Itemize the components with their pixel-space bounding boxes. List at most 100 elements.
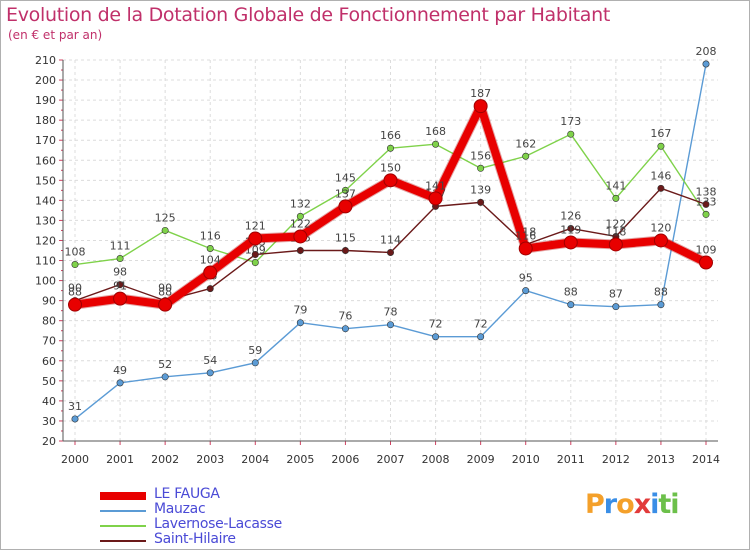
data-label: 88 [68,286,82,299]
data-label: 119 [560,223,581,236]
data-label: 122 [290,217,311,230]
data-point [432,333,440,341]
x-tick-label: 2010 [512,453,540,466]
data-label: 52 [158,358,172,371]
data-point [657,184,665,192]
data-label: 167 [650,127,671,140]
y-tick-label: 30 [42,415,56,428]
data-label: 31 [68,400,82,413]
data-label: 111 [110,240,131,253]
x-tick-label: 2004 [241,453,269,466]
data-point [116,281,124,289]
x-tick-label: 2011 [557,453,585,466]
data-label: 108 [65,246,86,259]
data-point [116,379,124,387]
x-tick-label: 2000 [61,453,89,466]
data-point [657,301,665,309]
data-point [206,285,214,293]
data-label: 118 [605,225,626,238]
y-tick-label: 80 [42,315,56,328]
y-tick-label: 50 [42,375,56,388]
data-point [251,359,259,367]
x-tick-label: 2009 [467,453,495,466]
y-tick-label: 90 [42,295,56,308]
data-point [428,191,443,206]
data-point [296,247,304,255]
data-label: 173 [560,115,581,128]
data-point [522,287,530,295]
data-point [563,235,578,250]
data-point [68,297,82,312]
x-tick-label: 2006 [331,453,359,466]
data-point [386,144,394,152]
x-tick-label: 2012 [602,453,630,466]
legend-label: Saint-Hilaire [154,531,236,547]
data-label: 95 [519,272,533,285]
legend-label: Mauzac [154,501,206,517]
data-label: 90 [158,282,172,295]
data-point [293,229,308,244]
y-tick-label: 20 [42,435,56,448]
data-label: 146 [650,169,671,182]
legend-swatch [100,540,146,542]
data-point [567,130,575,138]
data-label: 145 [335,171,356,184]
legend-swatch [100,492,146,500]
data-label: 139 [470,183,491,196]
data-point [116,255,124,263]
data-point [383,173,398,188]
data-label: 114 [380,234,401,247]
data-label: 156 [470,149,491,162]
legend-label: Lavernose-Lacasse [154,516,282,532]
data-point [608,237,623,252]
data-label: 91 [113,280,127,293]
data-point [341,325,349,333]
data-label: 72 [474,318,488,331]
data-label: 125 [155,211,176,224]
y-tick-label: 140 [35,194,56,207]
data-label: 162 [515,137,536,150]
data-label: 168 [425,125,446,138]
y-tick-label: 180 [35,114,56,127]
data-label: 126 [560,209,581,222]
y-tick-label: 130 [35,214,56,227]
data-label: 59 [248,344,262,357]
data-label: 78 [384,306,398,319]
data-label: 54 [203,354,217,367]
legend-label: LE FAUGA [154,486,220,502]
data-label: 141 [605,179,626,192]
y-tick-label: 210 [35,54,56,67]
x-tick-label: 2008 [422,453,450,466]
data-point [161,226,169,234]
x-tick-label: 2007 [377,453,405,466]
x-tick-label: 2001 [106,453,134,466]
logo-letter: P [585,489,605,520]
data-point [477,198,485,206]
data-label: 138 [696,185,717,198]
data-point [657,142,665,150]
x-tick-label: 2002 [151,453,179,466]
data-label: 115 [335,232,356,245]
data-point [477,164,485,172]
data-label: 49 [113,364,127,377]
data-point [71,261,79,269]
logo-letter: r [603,489,617,520]
data-point [477,333,485,341]
data-point [432,140,440,148]
data-label: 88 [564,286,578,299]
data-label: 79 [293,304,307,317]
data-point [386,249,394,257]
data-point [567,224,575,232]
data-label: 137 [335,187,356,200]
logo-letter: x [633,489,651,520]
y-tick-label: 200 [35,74,56,87]
data-label: 187 [470,87,491,100]
x-tick-label: 2005 [286,453,314,466]
data-point [251,259,259,267]
legend-swatch [100,525,146,527]
data-point [71,415,79,423]
data-point [251,251,259,259]
data-label: 116 [200,229,221,242]
data-label: 72 [429,318,443,331]
